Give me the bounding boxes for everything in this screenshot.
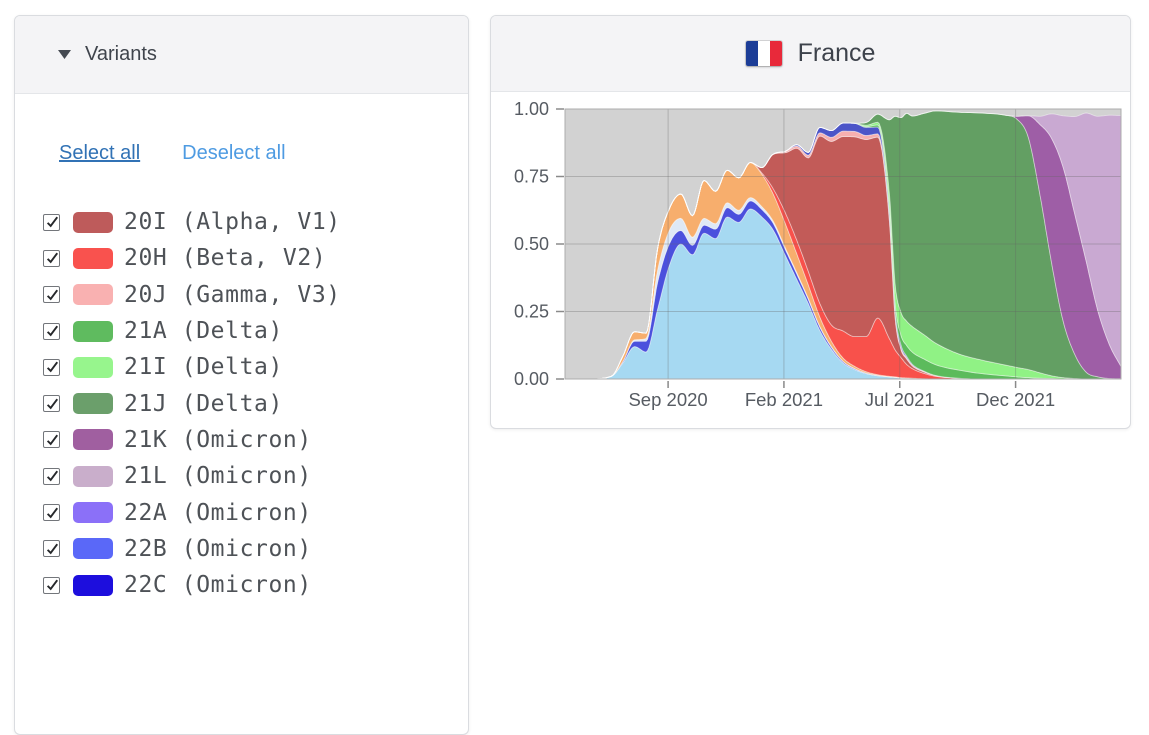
deselect-all-link[interactable]: Deselect all xyxy=(182,142,286,164)
flag-stripe xyxy=(769,41,782,66)
variants-panel: Variants Select all Deselect all 20I (Al… xyxy=(14,15,469,735)
variant-checkbox[interactable] xyxy=(43,504,60,522)
variant-label: 21K (Omicron) xyxy=(124,426,312,453)
axis-labels: Sep 2020 Feb 2021 Jul 2021 Dec 2021 0.00 0.25… xyxy=(514,99,1055,410)
select-all-link[interactable]: Select all xyxy=(59,142,141,164)
variant-label: 21I (Delta) xyxy=(124,354,283,381)
variant-color-swatch xyxy=(73,247,113,269)
covariants-app: { "sidebar": { "title": "Variants", "sel… xyxy=(14,15,1131,735)
variant-checkbox[interactable] xyxy=(43,467,60,485)
flag-stripe xyxy=(757,41,770,66)
variant-checkbox[interactable] xyxy=(43,540,60,558)
variant-list-item[interactable]: 20I (Alpha, V1) xyxy=(43,204,468,240)
variant-label: 21A (Delta) xyxy=(124,318,283,345)
variant-color-swatch xyxy=(73,356,113,378)
chart-area-7 xyxy=(565,122,1121,380)
checkmark-icon xyxy=(46,361,58,373)
frequency-chart[interactable]: Sep 2020 Feb 2021 Jul 2021 Dec 2021 0.00 0.25… xyxy=(491,92,1130,429)
checkmark-icon xyxy=(46,579,58,591)
variants-panel-header[interactable]: Variants xyxy=(15,16,468,94)
flag-stripe xyxy=(745,41,758,66)
y-tick-label: 1.00 xyxy=(514,99,549,119)
country-header: France xyxy=(491,16,1130,92)
variant-checkbox[interactable] xyxy=(43,395,60,413)
variant-color-swatch xyxy=(73,211,113,233)
chart-area-9 xyxy=(565,121,1121,380)
checkmark-icon xyxy=(46,216,58,228)
variant-label: 20J (Gamma, V3) xyxy=(124,281,341,308)
y-tick-label: 0.50 xyxy=(514,234,549,254)
variant-color-swatch xyxy=(73,465,113,487)
variant-checkbox[interactable] xyxy=(43,576,60,594)
x-tick-label: Dec 2021 xyxy=(976,389,1055,410)
variant-list-item[interactable]: 22B (Omicron) xyxy=(43,531,468,567)
variant-color-swatch xyxy=(73,538,113,560)
variant-label: 22B (Omicron) xyxy=(124,535,312,562)
chart-area-6 xyxy=(565,130,1121,380)
variant-color-swatch xyxy=(73,574,113,596)
y-tick-label: 0.75 xyxy=(514,167,549,187)
variant-checkbox[interactable] xyxy=(43,322,60,340)
variant-checkbox[interactable] xyxy=(43,431,60,449)
variant-list-item[interactable]: 21K (Omicron) xyxy=(43,422,468,458)
country-title: France xyxy=(797,39,876,67)
variant-checkbox[interactable] xyxy=(43,286,60,304)
plot-border xyxy=(564,108,1122,380)
variant-list-item[interactable]: 22A (Omicron) xyxy=(43,494,468,530)
checkmark-icon xyxy=(46,398,58,410)
variant-checkbox[interactable] xyxy=(43,358,60,376)
chart-area-8 xyxy=(565,122,1121,380)
variant-color-swatch xyxy=(73,429,113,451)
checkmark-icon xyxy=(46,543,58,555)
variant-list-item[interactable]: 21L (Omicron) xyxy=(43,458,468,494)
x-tick-label: Feb 2021 xyxy=(745,389,823,410)
country-chart-panel: France Sep 2020 Feb 2021 Jul 2021 Dec 2021 0… xyxy=(490,15,1131,429)
variants-panel-title: Variants xyxy=(85,43,157,65)
y-tick-label: 0.00 xyxy=(514,369,549,389)
variant-label: 20I (Alpha, V1) xyxy=(124,209,341,236)
collapse-arrow-icon[interactable] xyxy=(58,50,71,59)
checkmark-icon xyxy=(46,470,58,482)
variant-list-item[interactable]: 21A (Delta) xyxy=(43,313,468,349)
france-flag-icon xyxy=(745,41,782,66)
variant-color-swatch xyxy=(73,393,113,415)
variant-color-swatch xyxy=(73,502,113,524)
checkmark-icon xyxy=(46,434,58,446)
checkmark-icon xyxy=(46,507,58,518)
variant-label: 21J (Delta) xyxy=(124,390,283,417)
y-tick-label: 0.25 xyxy=(514,302,549,322)
checkmark-icon xyxy=(46,253,58,264)
variant-list: 20I (Alpha, V1) 20H (Beta, V2) 20J (Gamm… xyxy=(15,204,468,603)
variant-color-swatch xyxy=(73,320,113,342)
variant-list-item[interactable]: 20J (Gamma, V3) xyxy=(43,277,468,313)
variant-label: 20H (Beta, V2) xyxy=(124,245,327,272)
x-tick-label: Sep 2020 xyxy=(628,389,707,410)
variant-checkbox[interactable] xyxy=(43,213,60,231)
variant-label: 21L (Omicron) xyxy=(124,463,312,490)
x-tick-label: Jul 2021 xyxy=(865,389,935,410)
selection-links: Select all Deselect all xyxy=(59,140,468,166)
checkmark-icon xyxy=(46,289,58,301)
axis-ticks xyxy=(556,108,1017,388)
gridlines xyxy=(565,109,1121,379)
variant-checkbox[interactable] xyxy=(43,249,60,267)
variant-list-item[interactable]: 21J (Delta) xyxy=(43,385,468,421)
variant-label: 22C (Omicron) xyxy=(124,572,312,599)
checkmark-icon xyxy=(46,325,58,337)
variant-color-swatch xyxy=(73,284,113,306)
variant-label: 22A (Omicron) xyxy=(124,499,312,526)
variant-list-item[interactable]: 20H (Beta, V2) xyxy=(43,240,468,276)
variant-list-item[interactable]: 21I (Delta) xyxy=(43,349,468,385)
chart-area-5 xyxy=(565,135,1121,380)
variant-list-item[interactable]: 22C (Omicron) xyxy=(43,567,468,603)
